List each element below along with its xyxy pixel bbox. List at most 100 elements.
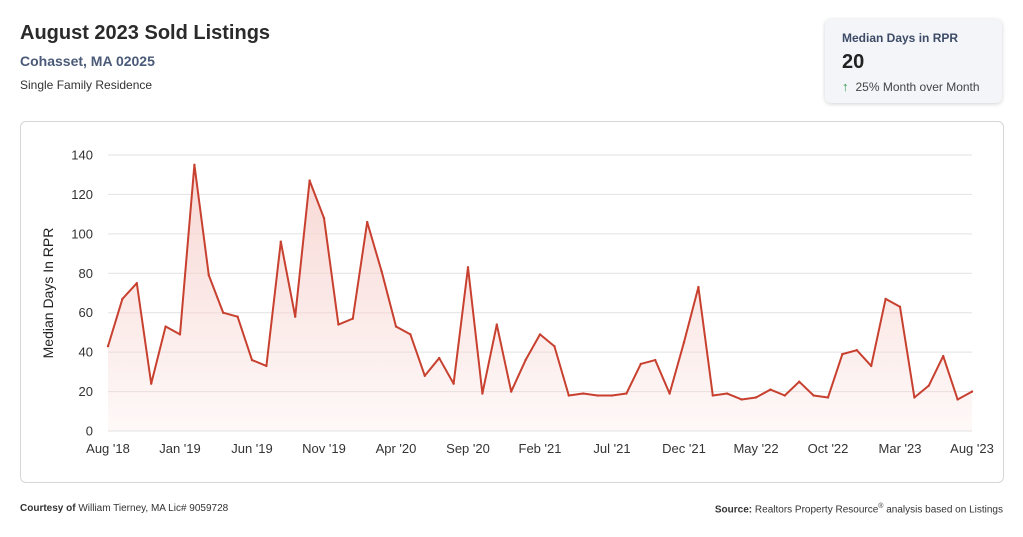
data-point xyxy=(380,270,383,273)
data-point xyxy=(106,345,110,348)
y-tick-label: 100 xyxy=(71,226,93,241)
y-axis-title: Median Days In RPR xyxy=(40,228,56,359)
source-text-2: analysis based on Listings xyxy=(886,504,1003,516)
data-point xyxy=(135,281,138,285)
data-point xyxy=(927,384,930,387)
data-point xyxy=(769,388,772,391)
data-point xyxy=(150,382,153,385)
data-point xyxy=(668,392,671,395)
data-point xyxy=(481,392,484,395)
data-point xyxy=(423,374,426,377)
x-tick-label: Feb '21 xyxy=(519,441,562,456)
data-point xyxy=(870,364,873,368)
data-point xyxy=(783,394,786,397)
data-point xyxy=(178,333,182,336)
data-point xyxy=(337,323,340,326)
data-point xyxy=(754,396,758,399)
y-tick-label: 60 xyxy=(79,305,93,320)
source-text: Realtors Property Resource xyxy=(754,504,879,516)
stat-change-text: 25% Month over Month xyxy=(855,79,980,94)
data-point xyxy=(510,390,513,393)
data-point xyxy=(524,358,527,362)
data-point xyxy=(596,394,599,397)
footer-source: Source: Realtors Property Resource® anal… xyxy=(715,503,1003,515)
median-days-stat-card: Median Days in RPR 20 ↑ 25% Month over M… xyxy=(825,19,1002,103)
location-subtitle: Cohasset, MA 02025 xyxy=(20,53,155,69)
data-point xyxy=(826,396,830,399)
property-type-label: Single Family Residence xyxy=(20,78,153,92)
data-point xyxy=(366,220,369,224)
data-point xyxy=(639,362,642,366)
registered-mark: ® xyxy=(878,503,884,510)
y-tick-label: 20 xyxy=(79,384,93,399)
data-point xyxy=(207,274,210,277)
data-point xyxy=(250,358,254,362)
x-tick-label: Aug '18 xyxy=(86,441,130,456)
chart-container xyxy=(20,121,1004,483)
stat-value: 20 xyxy=(842,51,865,73)
x-tick-label: Nov '19 xyxy=(302,441,346,456)
data-point xyxy=(682,341,686,344)
x-tick-label: Apr '20 xyxy=(376,441,417,456)
data-point xyxy=(654,358,657,362)
data-point xyxy=(279,240,282,243)
data-point xyxy=(942,354,945,358)
data-point xyxy=(841,352,844,356)
courtesy-label: Courtesy of xyxy=(20,503,76,514)
data-point xyxy=(884,297,887,301)
y-tick-label: 120 xyxy=(71,187,93,202)
data-point xyxy=(265,364,268,368)
data-point xyxy=(610,394,614,397)
data-point xyxy=(898,305,902,308)
data-point xyxy=(193,163,196,167)
data-point xyxy=(438,356,441,360)
data-point xyxy=(798,380,801,383)
y-tick-label: 80 xyxy=(79,266,93,281)
y-tick-label: 140 xyxy=(71,148,93,163)
data-point xyxy=(121,297,124,301)
courtesy-text: William Tierney, MA Lic# 9059728 xyxy=(78,503,229,514)
x-tick-label: May '22 xyxy=(733,441,778,456)
stat-label: Median Days in RPR xyxy=(842,31,959,45)
arrow-up-icon: ↑ xyxy=(842,79,849,94)
x-tick-label: Aug '23 xyxy=(950,441,994,456)
data-point xyxy=(351,317,354,320)
x-tick-label: Jun '19 xyxy=(231,441,273,456)
data-point xyxy=(394,325,398,328)
data-point xyxy=(409,333,412,336)
data-point xyxy=(812,394,815,397)
source-label: Source: xyxy=(714,504,753,516)
data-point xyxy=(308,179,311,182)
x-tick-label: Oct '22 xyxy=(808,441,849,456)
data-point xyxy=(956,398,959,401)
data-point xyxy=(970,390,974,393)
data-point xyxy=(466,266,470,269)
data-point xyxy=(726,392,729,395)
x-tick-label: Mar '23 xyxy=(879,441,922,456)
data-point xyxy=(582,392,585,395)
data-point xyxy=(913,396,916,399)
stat-change: ↑ 25% Month over Month xyxy=(842,79,980,94)
x-tick-label: Sep '20 xyxy=(446,441,490,456)
data-point xyxy=(567,394,570,397)
data-point xyxy=(164,325,167,328)
page-title: August 2023 Sold Listings xyxy=(20,22,271,44)
data-point xyxy=(222,311,225,314)
x-tick-label: Jul '21 xyxy=(593,441,630,456)
data-point xyxy=(740,398,743,401)
data-point xyxy=(452,382,455,385)
data-point xyxy=(322,216,326,220)
series-area xyxy=(108,164,972,432)
data-point xyxy=(697,285,700,289)
data-point xyxy=(553,345,556,348)
data-point xyxy=(625,392,628,395)
data-point xyxy=(538,333,542,336)
data-point xyxy=(855,348,858,352)
y-tick-label: 40 xyxy=(79,345,93,360)
data-point xyxy=(711,394,714,397)
y-tick-label: 0 xyxy=(86,424,93,439)
data-point xyxy=(495,323,498,326)
x-tick-label: Jan '19 xyxy=(159,441,201,456)
footer-courtesy: Courtesy of William Tierney, MA Lic# 905… xyxy=(20,503,228,514)
